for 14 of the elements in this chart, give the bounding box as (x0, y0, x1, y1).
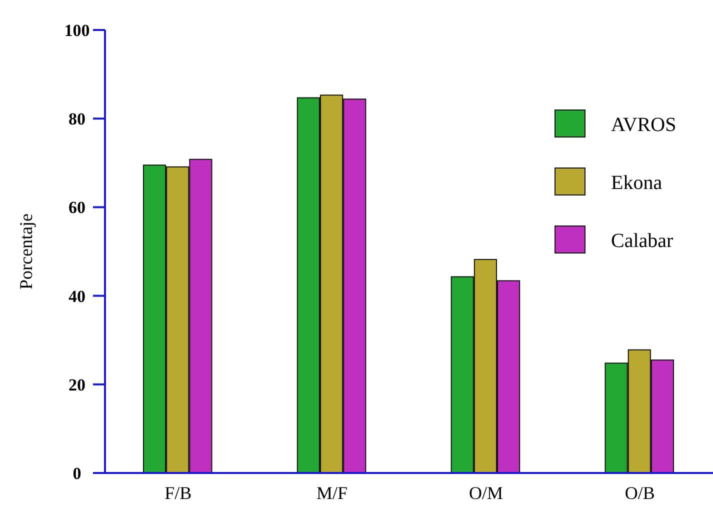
y-tick-label: 60 (68, 198, 86, 218)
y-tick-label: 20 (68, 375, 86, 394)
y-tick-label: 0 (72, 464, 82, 483)
x-tick-label: M/F (316, 483, 348, 503)
y-tick-label: 100 (64, 20, 90, 40)
legend-label: Calabar (611, 230, 674, 252)
y-tick-label: 40 (68, 286, 86, 306)
x-tick-label: O/B (624, 483, 655, 503)
x-tick-label: O/M (468, 483, 503, 503)
legend-label: Ekona (611, 172, 662, 194)
x-tick-label: F/B (164, 483, 192, 503)
y-tick-label: 80 (68, 110, 86, 129)
legend-label: AVROS (611, 114, 676, 136)
y-axis-title: Porcentaje (16, 214, 36, 290)
